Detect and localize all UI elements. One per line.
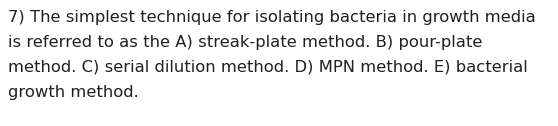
Text: 7) The simplest technique for isolating bacteria in growth media: 7) The simplest technique for isolating … <box>8 10 536 25</box>
Text: is referred to as the A) streak-plate method. B) pour-plate: is referred to as the A) streak-plate me… <box>8 35 482 50</box>
Text: growth method.: growth method. <box>8 85 139 100</box>
Text: method. C) serial dilution method. D) MPN method. E) bacterial: method. C) serial dilution method. D) MP… <box>8 60 528 75</box>
